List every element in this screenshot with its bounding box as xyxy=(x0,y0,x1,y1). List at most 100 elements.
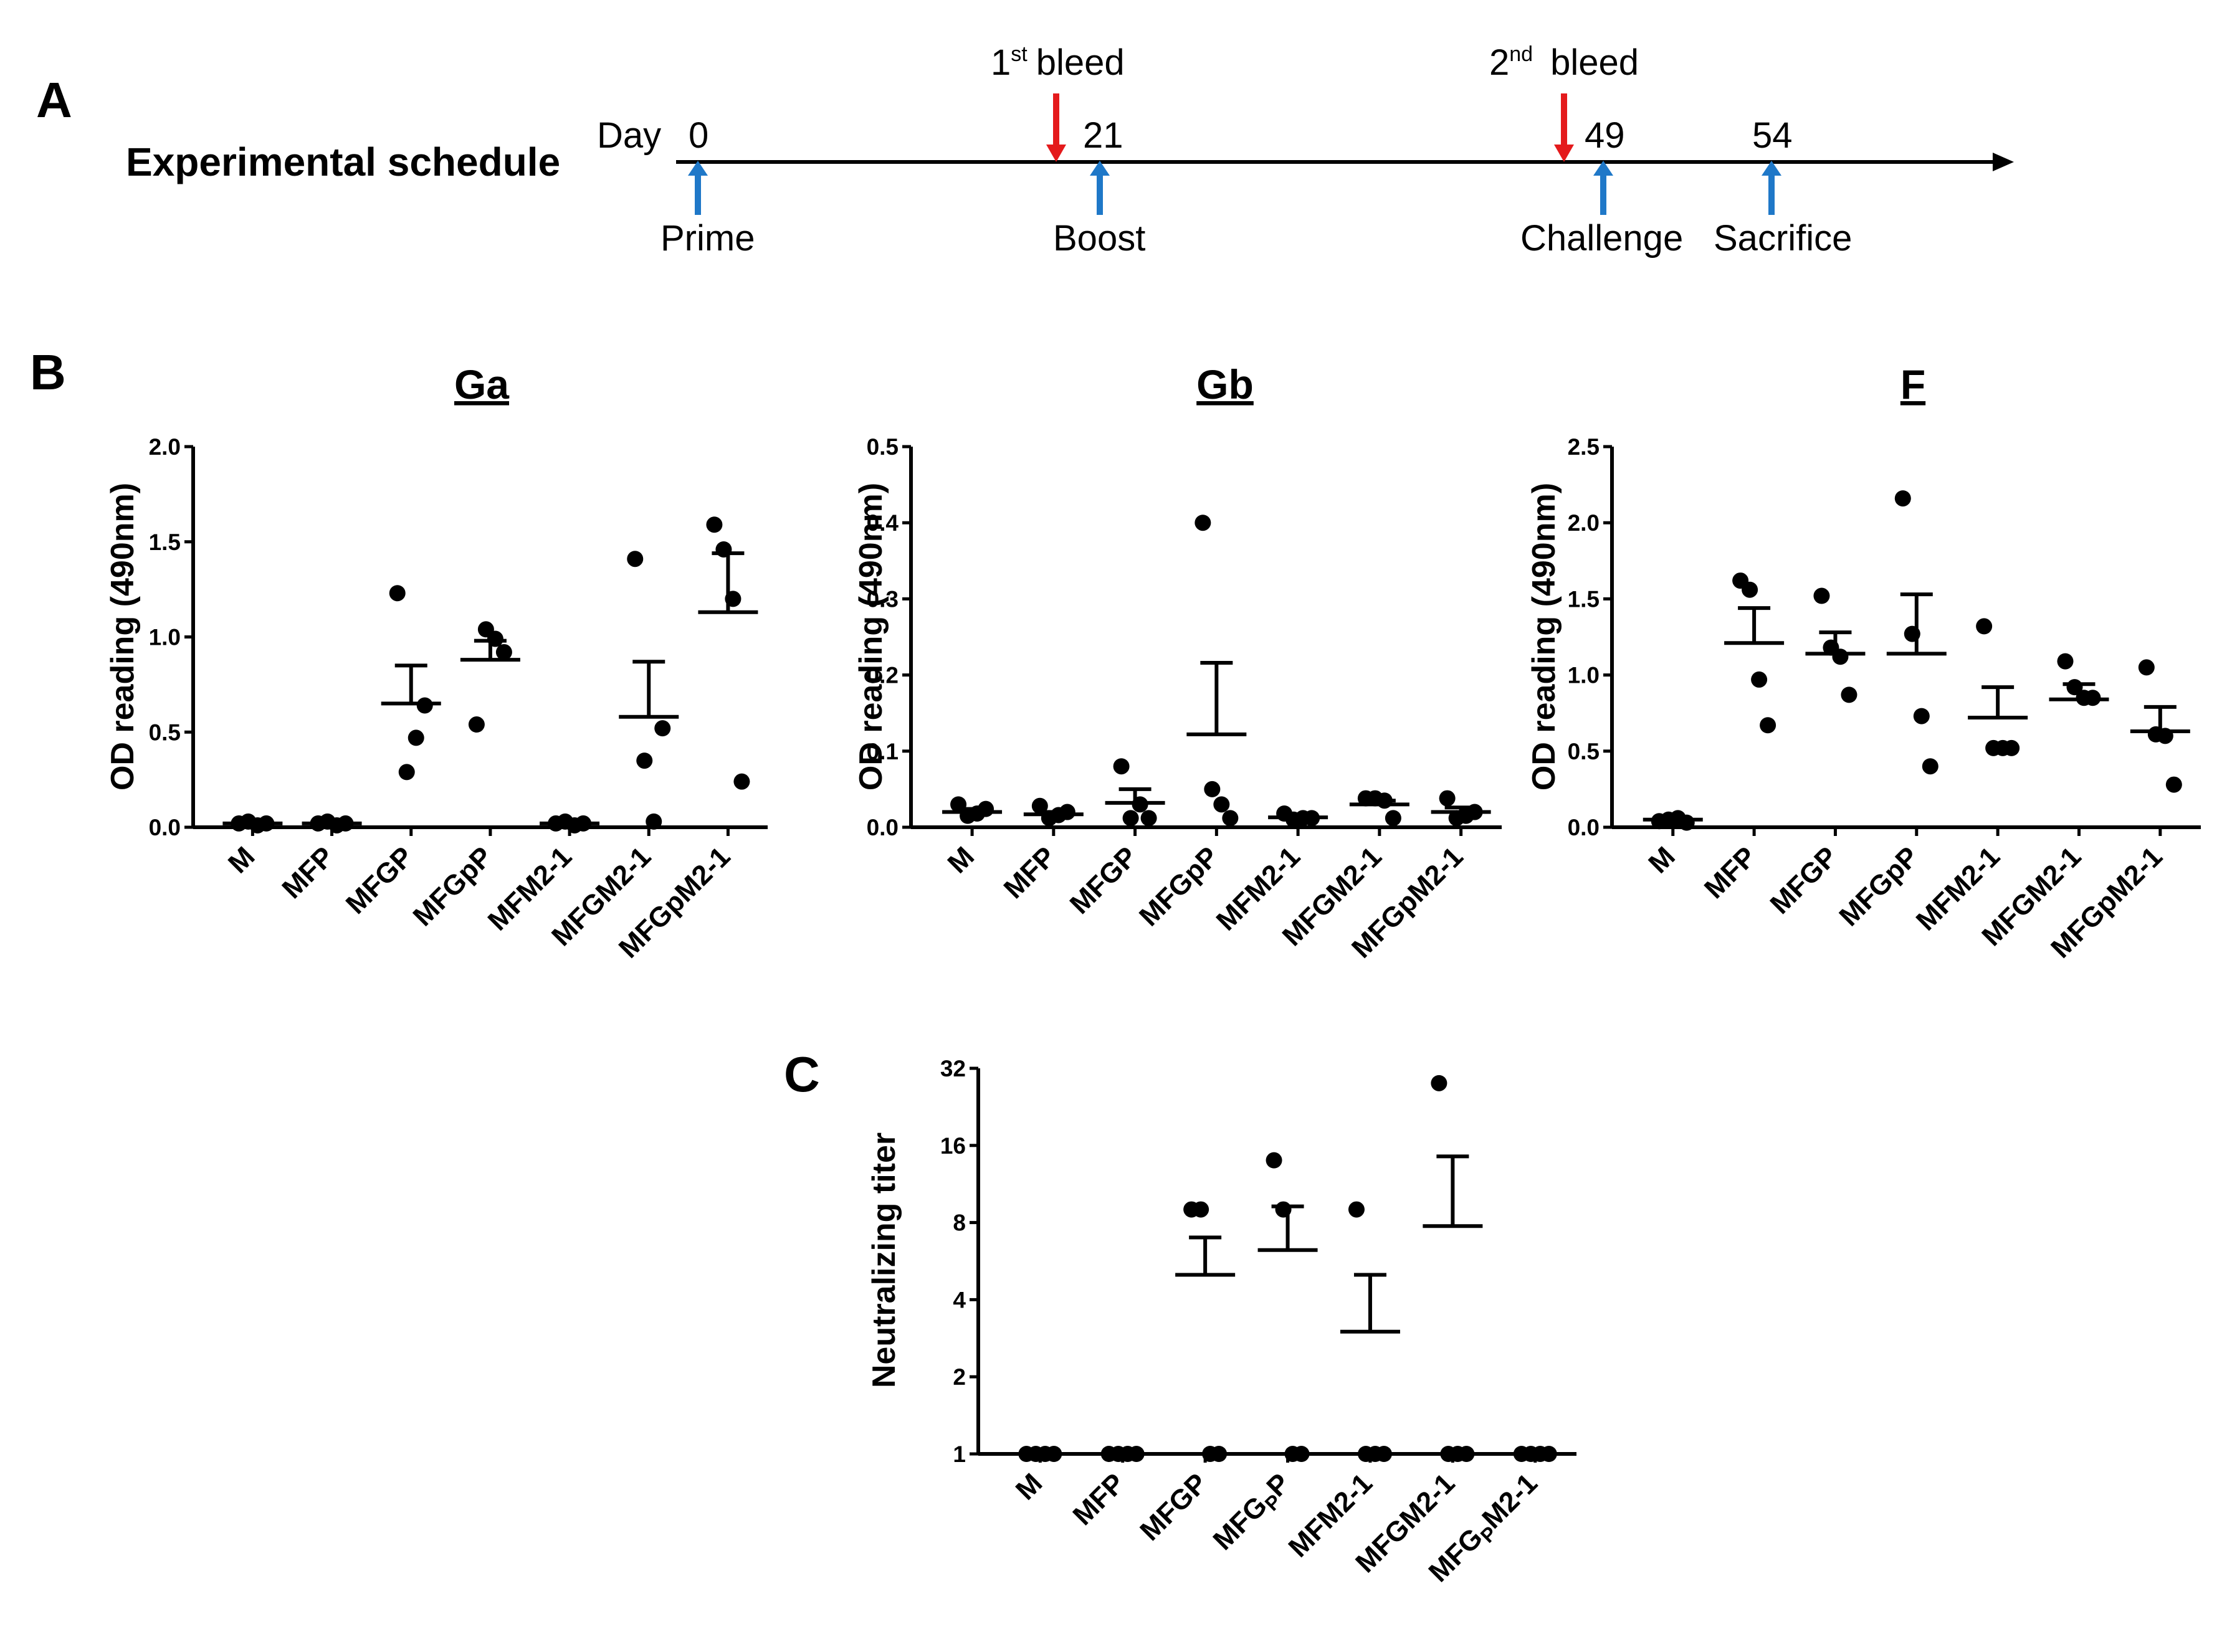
x-tick-label: MFGP xyxy=(340,840,419,920)
y-tick-label: 8 xyxy=(953,1210,966,1236)
data-point xyxy=(1293,1446,1310,1462)
data-point xyxy=(1813,587,1830,604)
x-tick-label: MFGP xyxy=(1764,840,1844,920)
y-tick-label: 0.2 xyxy=(867,663,899,688)
data-point xyxy=(1385,810,1401,827)
chart-title: Ga xyxy=(454,361,510,407)
bleed-1-suffix: st xyxy=(1011,42,1028,66)
x-tick-label: M xyxy=(942,840,981,880)
data-point xyxy=(1195,515,1211,531)
y-tick-label: 2.5 xyxy=(1568,434,1600,460)
data-point xyxy=(1348,1201,1365,1218)
x-tick-label: MFP xyxy=(1698,840,1762,904)
x-tick-label: MFGPP xyxy=(1207,1467,1299,1559)
chart-2: F OD reading (490nm)0.0 0.5 1.0 1.5 2.0 2.5 M MF… xyxy=(1526,361,2201,964)
panel-label-b: B xyxy=(30,344,66,400)
y-tick-label: 1.0 xyxy=(1568,663,1600,688)
y-axis-label: OD reading (490nm) xyxy=(853,483,889,790)
panel-label-a: A xyxy=(36,72,72,128)
y-tick-label: 2 xyxy=(953,1364,966,1390)
day-label: Day xyxy=(597,115,661,156)
y-tick-label: 2.0 xyxy=(149,434,181,460)
data-point xyxy=(408,729,424,746)
data-point xyxy=(1458,1446,1475,1462)
x-tick-label: MFGpP xyxy=(1833,840,1924,932)
experimental-schedule: Experimental schedule Day 0 21 49 54 xyxy=(126,42,2014,259)
day-21: 21 xyxy=(1083,115,1123,156)
data-point xyxy=(1113,758,1130,775)
timeline-arrowhead xyxy=(1993,153,2014,171)
chart-title: Gb xyxy=(1196,361,1254,407)
data-point xyxy=(1193,1201,1209,1218)
data-point xyxy=(1922,758,1938,775)
bleed-2-ordinal: 2 xyxy=(1489,42,1509,83)
data-point xyxy=(1204,781,1221,797)
data-point xyxy=(1760,717,1776,734)
y-tick-label: 0.1 xyxy=(867,739,899,764)
x-tick-label-base: M xyxy=(1009,1467,1049,1506)
bleed-2-text: bleed xyxy=(1550,42,1639,83)
day-0: 0 xyxy=(689,115,708,156)
bleed-2-suffix: nd xyxy=(1509,42,1533,66)
data-point xyxy=(1122,810,1139,827)
y-axis-label: Neutralizing titer xyxy=(866,1132,902,1388)
data-point xyxy=(627,551,644,567)
data-point xyxy=(2138,659,2155,676)
bleed-arrow-1 xyxy=(1046,93,1066,162)
event-label-boost: Boost xyxy=(1053,218,1145,259)
bleed-arrow-2 xyxy=(1554,93,1574,162)
x-tick-label: MFGP xyxy=(1133,1467,1213,1547)
data-point xyxy=(733,773,750,790)
bleed-1-text: bleed xyxy=(1036,42,1125,83)
event-label-prime: Prime xyxy=(660,218,755,259)
event-arrow-prime xyxy=(688,161,708,215)
y-axis-label: OD reading (490nm) xyxy=(1526,483,1562,790)
data-point xyxy=(2057,653,2074,670)
y-tick-label: 0.3 xyxy=(867,586,899,612)
event-arrow-boost xyxy=(1090,161,1110,215)
y-tick-label: 0.5 xyxy=(867,434,899,460)
x-tick-label: M xyxy=(1009,1467,1049,1506)
data-point xyxy=(1211,1446,1228,1462)
data-point xyxy=(1751,671,1768,688)
y-tick-label: 2.0 xyxy=(1568,510,1600,536)
event-arrow-challenge xyxy=(1593,161,1613,215)
bleed-label-2: 2nd bleed xyxy=(1489,42,1639,83)
y-tick-label: 0.5 xyxy=(1568,739,1600,764)
y-tick-label: 1.0 xyxy=(149,625,181,650)
y-tick-label: 1.5 xyxy=(149,529,181,555)
data-point xyxy=(636,752,653,769)
data-point xyxy=(389,585,406,602)
y-tick-label: 0.0 xyxy=(867,815,899,840)
y-tick-label: 1.5 xyxy=(1568,586,1600,612)
data-point xyxy=(1213,796,1230,813)
y-axis-label: OD reading (490nm) xyxy=(105,483,141,790)
x-tick-label: MFGpP xyxy=(1133,840,1224,932)
x-tick-label: MFP xyxy=(1067,1467,1131,1531)
y-tick-label: 0.0 xyxy=(1568,815,1600,840)
data-point xyxy=(1976,618,1993,635)
day-54: 54 xyxy=(1752,115,1793,156)
schedule-title: Experimental schedule xyxy=(126,140,560,184)
data-point xyxy=(495,643,512,660)
bleed-label-1: 1st bleed xyxy=(991,42,1125,83)
y-tick-label: 0.0 xyxy=(149,815,181,840)
x-tick-label-base: MFP xyxy=(1067,1467,1131,1531)
data-point xyxy=(1913,708,1930,724)
data-point xyxy=(1031,797,1048,814)
data-point xyxy=(1266,1152,1282,1169)
x-tick-label: MFP xyxy=(275,840,340,904)
chart-title: F xyxy=(1900,361,1925,407)
data-point xyxy=(398,764,415,781)
data-point xyxy=(416,697,433,714)
y-tick-label: 16 xyxy=(940,1133,966,1159)
data-point xyxy=(1841,686,1857,703)
panel-label-c: C xyxy=(784,1047,820,1102)
x-tick-label: M xyxy=(222,840,261,880)
data-point xyxy=(2165,776,2182,793)
data-point xyxy=(2003,739,2020,756)
